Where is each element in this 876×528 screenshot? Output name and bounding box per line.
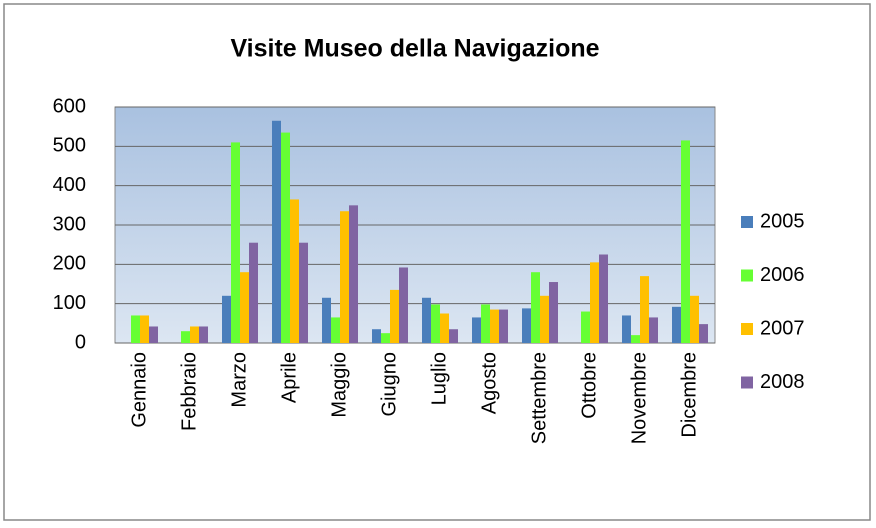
x-tick-label: Novembre [628, 352, 650, 444]
bar [699, 324, 708, 343]
legend-label: 2007 [760, 317, 805, 339]
x-tick-label: Luglio [428, 352, 450, 405]
legend-swatch [741, 269, 753, 282]
bar [340, 211, 349, 343]
bar [449, 329, 458, 343]
x-tick-label: Maggio [328, 352, 350, 418]
bar [249, 242, 258, 343]
bar [131, 315, 140, 343]
bar [399, 267, 408, 343]
bar [640, 276, 649, 343]
legend-swatch [741, 323, 753, 335]
bar [181, 331, 190, 343]
bar [631, 335, 640, 343]
bar [581, 311, 590, 343]
bar [549, 282, 558, 343]
legend-label: 2005 [760, 210, 805, 232]
bar [440, 313, 449, 343]
y-tick-label: 300 [53, 213, 86, 235]
x-tick-label: Ottobre [578, 352, 600, 419]
bar [649, 317, 658, 343]
bar [240, 272, 249, 343]
bar [381, 333, 390, 343]
bar [422, 297, 431, 343]
bar [372, 329, 381, 343]
y-tick-label: 100 [53, 292, 86, 314]
bar [681, 140, 690, 343]
x-tick-label: Agosto [478, 352, 500, 414]
bar [299, 242, 308, 343]
bar [690, 295, 699, 343]
bar [481, 304, 490, 343]
y-tick-label: 500 [53, 135, 86, 157]
x-tick-label: Settembre [528, 352, 550, 444]
bar [431, 304, 440, 343]
x-tick-label: Marzo [228, 352, 250, 408]
bar [390, 289, 399, 343]
bar [331, 317, 340, 343]
bar [472, 317, 481, 343]
bar [231, 142, 240, 343]
bar [590, 262, 599, 343]
bar [499, 309, 508, 343]
chart-title: Visite Museo della Navigazione [230, 35, 599, 63]
bar [199, 326, 208, 343]
bar [272, 120, 281, 344]
legend-label: 2006 [760, 264, 805, 286]
bar [322, 297, 331, 343]
x-tick-label: Dicembre [678, 352, 700, 438]
x-tick-label: Gennaio [128, 352, 150, 428]
y-tick-label: 400 [53, 174, 86, 196]
bar [490, 309, 499, 343]
x-tick-label: Giugno [378, 352, 400, 417]
bar [222, 295, 231, 343]
bar [672, 306, 681, 343]
x-tick-label: Febbraio [178, 352, 200, 431]
bar [290, 199, 299, 343]
bar [140, 315, 149, 343]
bar [190, 326, 199, 343]
y-tick-label: 0 [75, 331, 86, 353]
bar [599, 254, 608, 343]
bar [531, 272, 540, 343]
bar [622, 315, 631, 343]
bar [522, 308, 531, 343]
bar [149, 326, 158, 343]
x-tick-label: Aprile [278, 352, 300, 403]
bar [281, 132, 290, 343]
legend-swatch [741, 376, 753, 389]
bar [349, 205, 358, 343]
bar [540, 295, 549, 343]
legend-swatch [741, 216, 753, 228]
y-tick-label: 200 [53, 253, 86, 275]
legend-label: 2008 [760, 371, 805, 393]
y-tick-label: 600 [53, 95, 86, 117]
